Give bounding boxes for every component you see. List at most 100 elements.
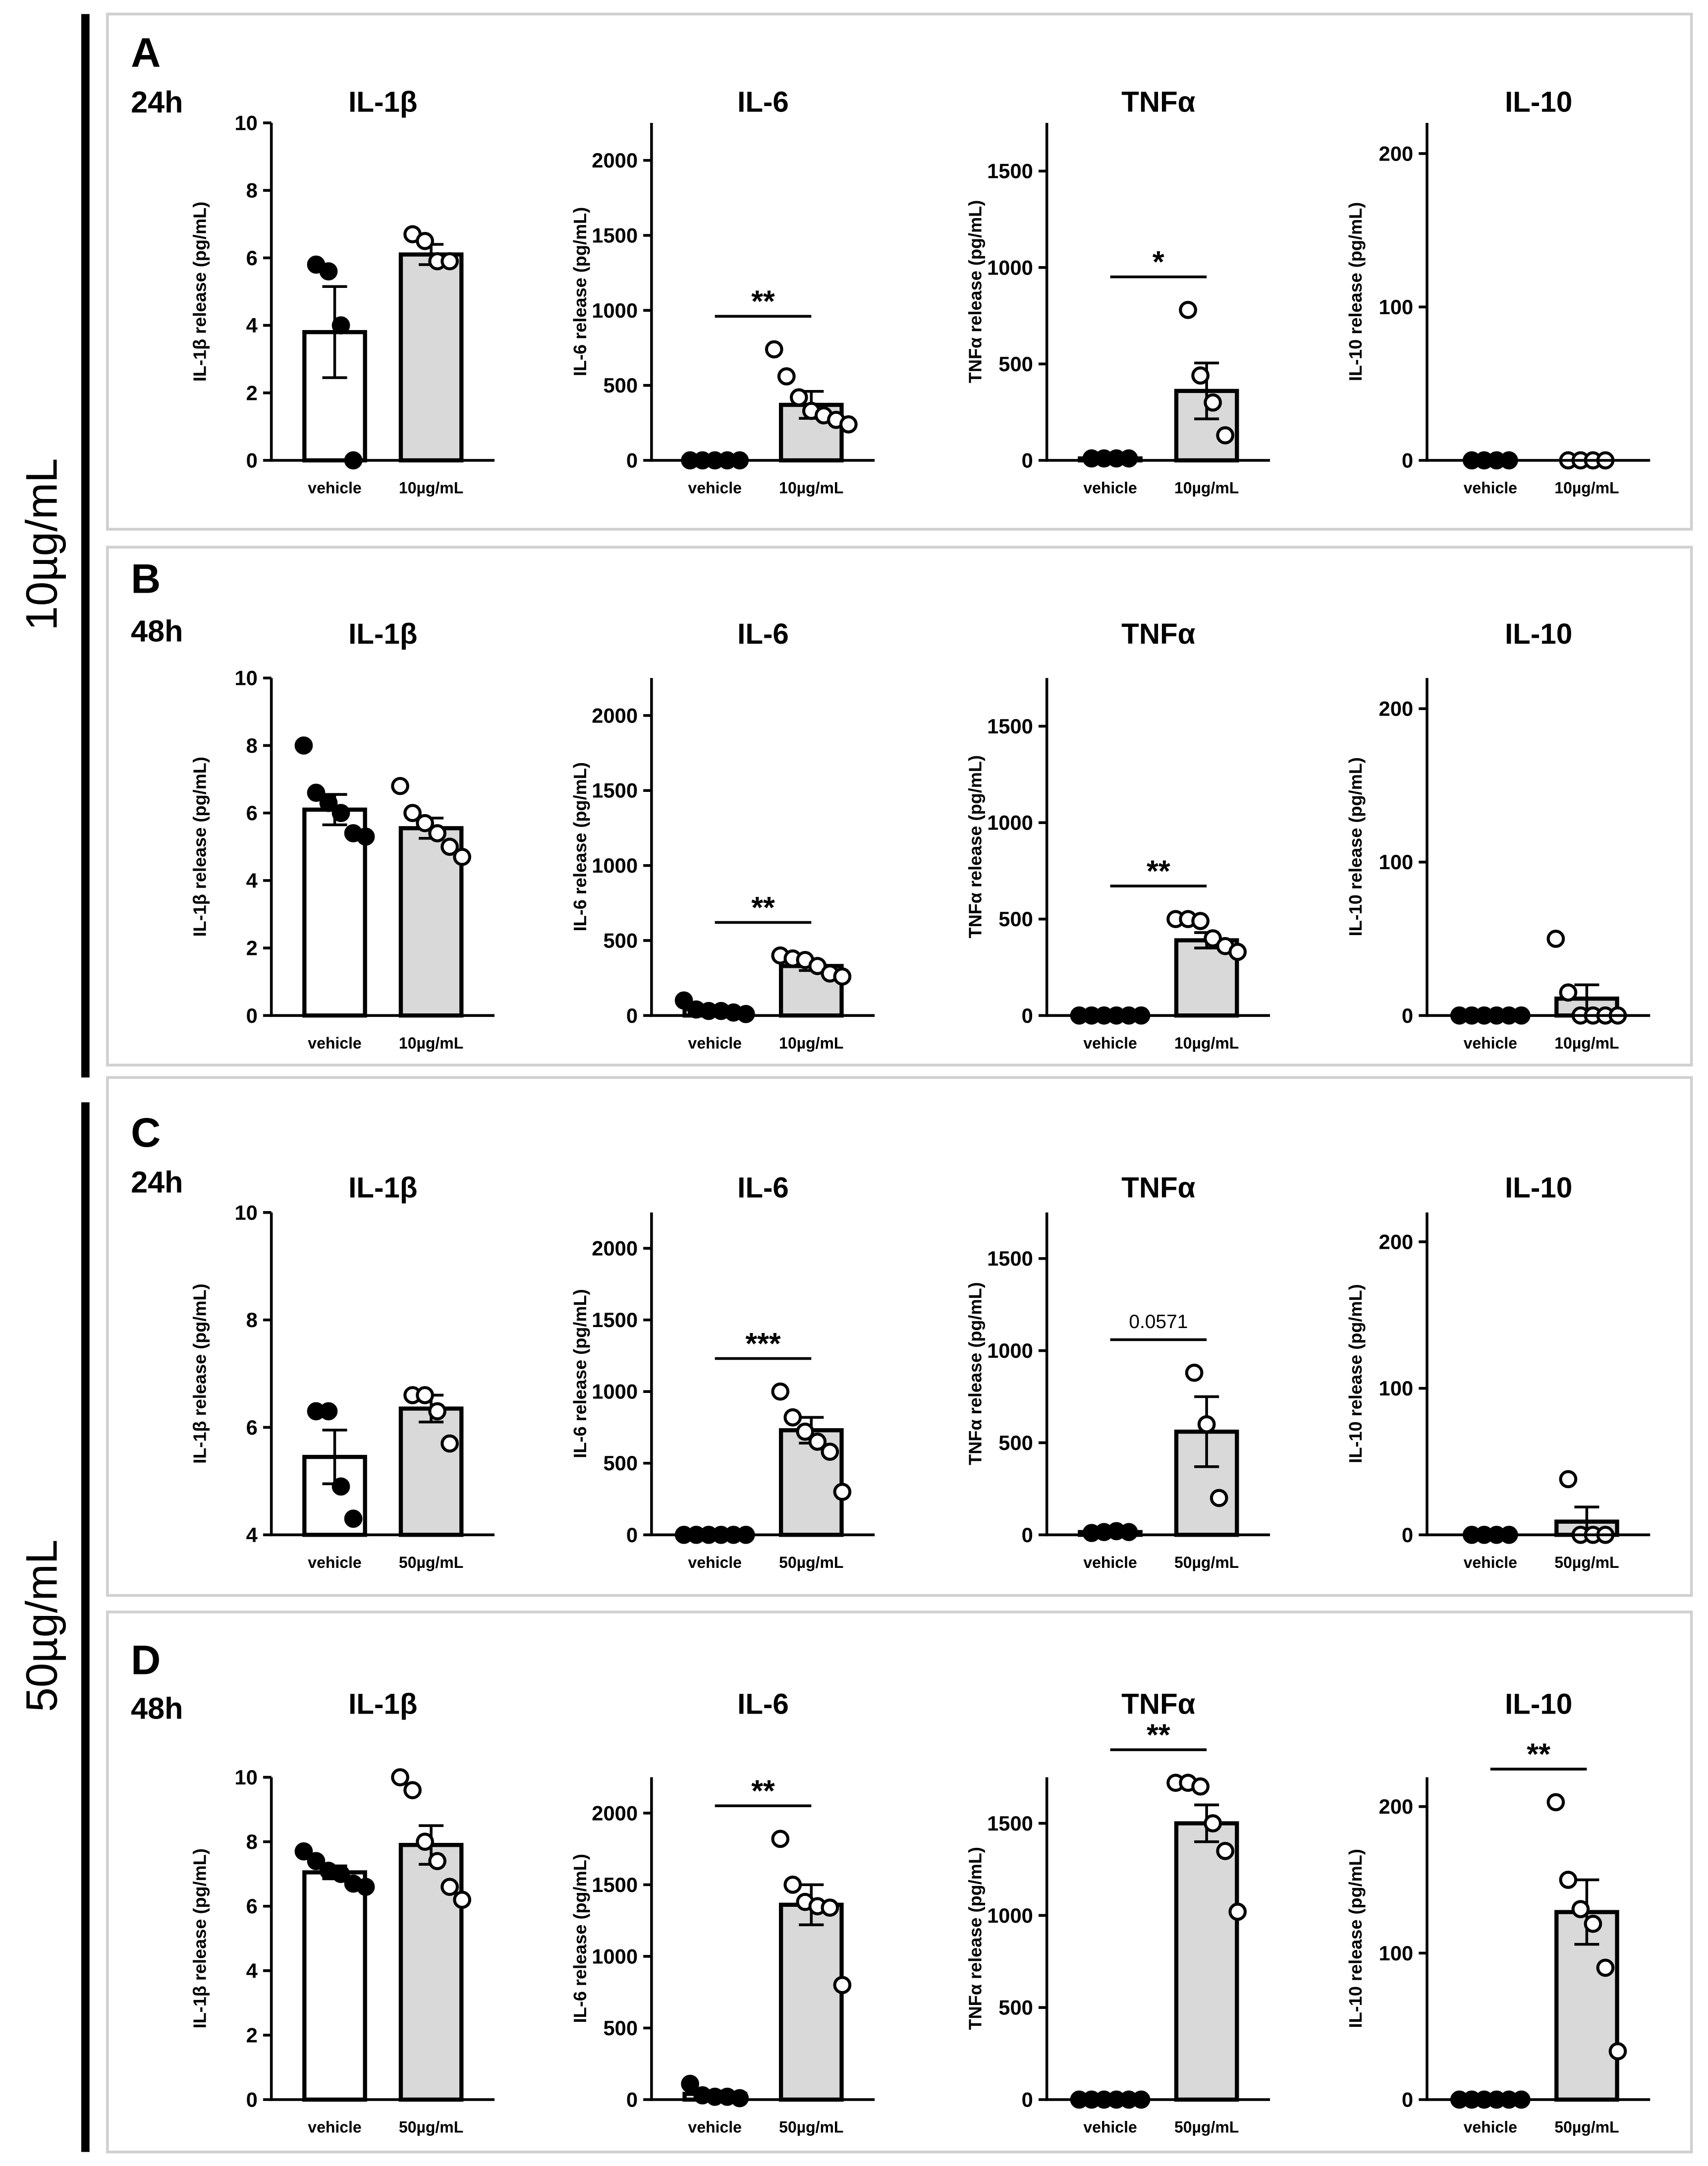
y-tick-label: 1000 — [592, 299, 638, 322]
y-axis-label: TNFα release (pg/mL) — [965, 755, 986, 938]
data-point — [1584, 1914, 1602, 1933]
y-tick-label: 0 — [1022, 2088, 1033, 2111]
chart-title: IL-6 — [737, 1171, 789, 1204]
x-tick-label: vehicle — [308, 479, 361, 497]
significance-label: *** — [745, 1327, 781, 1360]
data-point — [1204, 1814, 1222, 1833]
y-tick-label: 6 — [246, 246, 258, 270]
data-point — [1596, 1958, 1615, 1977]
data-point — [833, 967, 852, 986]
y-tick-label: 10 — [234, 666, 257, 690]
y-tick-label: 4 — [246, 1523, 258, 1547]
y-tick-label: 8 — [246, 734, 258, 757]
x-tick-label: 50µg/mL — [779, 2118, 843, 2136]
x-tick-label: 50µg/mL — [399, 1554, 463, 1571]
y-tick-label: 1000 — [987, 811, 1033, 834]
y-tick-label: 0 — [246, 449, 258, 472]
x-tick-label: 50µg/mL — [1554, 2118, 1619, 2136]
y-tick-label: 1500 — [987, 1247, 1033, 1270]
x-tick-label: vehicle — [308, 1034, 361, 1052]
data-point — [416, 1386, 434, 1404]
data-point — [777, 367, 796, 386]
bar — [398, 1406, 464, 1537]
y-axis-label: IL-10 release (pg/mL) — [1345, 202, 1366, 381]
y-tick-label: 200 — [1379, 142, 1414, 165]
data-point — [356, 1878, 375, 1896]
data-point — [428, 1852, 446, 1871]
data-point — [391, 777, 409, 795]
y-tick-label: 500 — [998, 1431, 1033, 1454]
data-point — [428, 824, 446, 842]
y-tick-label: 200 — [1379, 1230, 1414, 1253]
data-point — [821, 1898, 839, 1917]
chart-title: TNFα — [1121, 618, 1195, 650]
x-tick-label: 10µg/mL — [1554, 479, 1619, 497]
data-point — [783, 1876, 802, 1894]
panel-time: 48h — [131, 1692, 183, 1725]
side-label: 50µg/mL — [16, 1540, 66, 1712]
y-tick-label: 0 — [1402, 2088, 1413, 2111]
chart-title: TNFα — [1121, 1171, 1195, 1204]
y-tick-label: 1000 — [987, 256, 1033, 279]
y-tick-label: 2000 — [592, 1237, 638, 1260]
y-tick-label: 500 — [998, 1996, 1033, 2019]
bar — [398, 252, 464, 463]
y-tick-label: 1000 — [592, 854, 638, 877]
data-point — [833, 1976, 852, 1995]
data-point — [783, 1408, 802, 1427]
chart-title: IL-10 — [1505, 86, 1572, 118]
y-tick-label: 200 — [1379, 1795, 1414, 1818]
y-tick-label: 500 — [604, 929, 638, 952]
x-tick-label: vehicle — [1083, 2118, 1137, 2136]
y-tick-label: 100 — [1379, 1377, 1414, 1400]
y-axis-label: IL-1β release (pg/mL) — [190, 757, 210, 937]
data-point — [771, 1382, 790, 1401]
y-tick-label: 0 — [626, 1523, 638, 1547]
panel-letter: C — [131, 1110, 161, 1156]
y-tick-label: 0 — [1022, 449, 1033, 472]
y-axis-label: IL-10 release (pg/mL) — [1345, 757, 1366, 936]
data-point — [1228, 943, 1247, 961]
data-point — [307, 783, 326, 802]
data-point — [1571, 1900, 1590, 1918]
y-tick-label: 500 — [604, 2016, 638, 2040]
data-point — [416, 231, 434, 250]
y-axis-label: IL-6 release (pg/mL) — [570, 1854, 590, 2023]
group-bar — [81, 1102, 90, 2152]
data-point — [331, 316, 350, 334]
x-tick-label: 50µg/mL — [399, 2118, 463, 2136]
y-tick-label: 1000 — [987, 1904, 1033, 1927]
y-tick-label: 4 — [246, 314, 258, 337]
y-tick-label: 4 — [246, 1959, 258, 1982]
data-point — [403, 1781, 422, 1799]
data-point — [331, 1477, 350, 1496]
y-tick-label: 1000 — [987, 1339, 1033, 1362]
chart-title: IL-1β — [348, 618, 417, 650]
x-tick-label: 50µg/mL — [1554, 1554, 1619, 1571]
data-point — [319, 1402, 338, 1421]
data-point — [730, 2089, 749, 2108]
y-axis-label: IL-6 release (pg/mL) — [570, 1289, 590, 1458]
data-point — [1204, 393, 1222, 412]
panel-time: 48h — [131, 614, 183, 648]
data-point — [1216, 426, 1235, 444]
data-point — [1191, 366, 1210, 385]
y-tick-label: 2000 — [592, 704, 638, 727]
data-point — [1608, 2042, 1627, 2060]
y-tick-label: 0 — [1022, 1004, 1033, 1027]
data-point — [441, 1434, 459, 1453]
y-tick-label: 1500 — [592, 223, 638, 247]
data-point — [821, 1443, 839, 1461]
x-tick-label: vehicle — [1464, 479, 1517, 497]
bar — [1174, 1821, 1239, 2102]
panel-box — [106, 12, 1693, 531]
data-point — [771, 1830, 790, 1848]
y-axis-label: IL-6 release (pg/mL) — [570, 762, 590, 931]
data-point — [1210, 1489, 1228, 1507]
data-point — [416, 1833, 434, 1851]
panel-letter: B — [131, 556, 161, 602]
x-tick-label: vehicle — [1464, 1554, 1517, 1571]
y-tick-label: 1500 — [592, 1873, 638, 1896]
panel-box — [106, 546, 1693, 1067]
y-tick-label: 8 — [246, 1308, 258, 1332]
